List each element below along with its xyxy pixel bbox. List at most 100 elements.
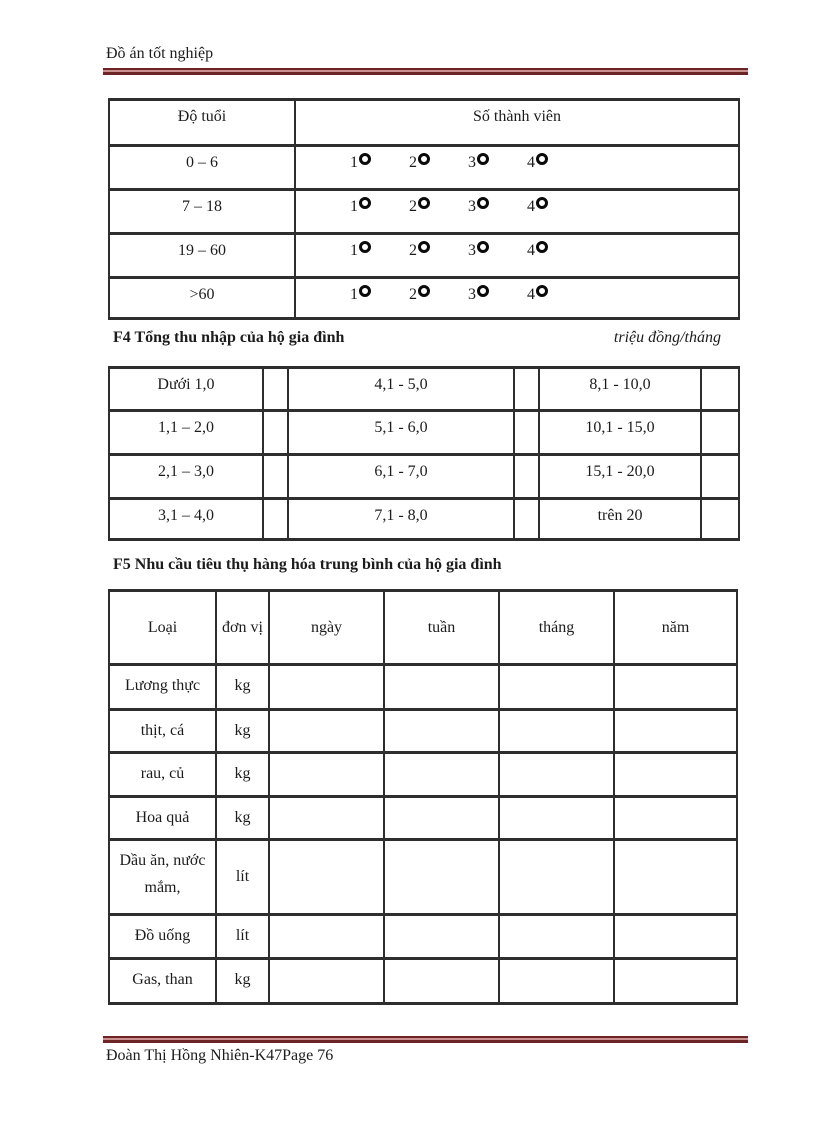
member-count-option-1[interactable]: 1 [350,153,371,173]
goods-type-label: Đồ uống [108,913,217,960]
day-value-cell[interactable] [268,795,385,841]
month-column-header: tháng [498,589,615,666]
member-count-option-2[interactable]: 2 [409,197,430,217]
week-value-cell[interactable] [383,957,500,1005]
income-range-label: 10,1 - 15,0 [538,409,702,456]
table-header-row: Độ tuổi Số thành viên [108,98,740,147]
radio-circle-icon [359,241,371,253]
member-count-option-3[interactable]: 3 [468,153,489,173]
member-count-option-4[interactable]: 4 [527,285,548,305]
member-count-cell: 1 2 3 4 [294,144,740,191]
option-number: 3 [468,198,476,215]
goods-type-label: rau, củ [108,751,217,798]
unit-label: kg [215,795,270,841]
week-value-cell[interactable] [383,838,500,916]
income-checkbox-cell[interactable] [262,453,289,500]
month-value-cell[interactable] [498,663,615,711]
option-number: 1 [350,198,358,215]
income-checkbox-cell[interactable] [513,409,540,456]
year-value-cell[interactable] [613,751,738,798]
month-value-cell[interactable] [498,957,615,1005]
member-count-option-1[interactable]: 1 [350,285,371,305]
month-value-cell[interactable] [498,795,615,841]
radio-circle-icon [536,241,548,253]
week-value-cell[interactable] [383,751,500,798]
f5-caption-row: F5 Nhu cầu tiêu thụ hàng hóa trung bình … [113,555,721,575]
age-range-label: 7 – 18 [108,188,296,235]
member-count-option-2[interactable]: 2 [409,153,430,173]
day-value-cell[interactable] [268,957,385,1005]
member-count-option-4[interactable]: 4 [527,241,548,261]
radio-circle-icon [536,197,548,209]
header-title: Đồ án tốt nghiệp [106,45,214,62]
income-checkbox-cell[interactable] [700,497,740,541]
goods-type-label: Gas, than [108,957,217,1005]
income-range-label: 3,1 – 4,0 [108,497,264,541]
option-number: 3 [468,286,476,303]
year-value-cell[interactable] [613,708,738,754]
year-value-cell[interactable] [613,663,738,711]
income-range-label: 7,1 - 8,0 [287,497,515,541]
income-range-label: trên 20 [538,497,702,541]
page-footer: Đoàn Thị Hồng Nhiên-K47Page 76 [103,1036,748,1066]
year-value-cell[interactable] [613,913,738,960]
month-value-cell[interactable] [498,838,615,916]
member-count-option-2[interactable]: 2 [409,285,430,305]
month-value-cell[interactable] [498,913,615,960]
radio-circle-icon [359,197,371,209]
year-value-cell[interactable] [613,838,738,916]
member-count-option-1[interactable]: 1 [350,241,371,261]
option-number: 2 [409,154,417,171]
week-value-cell[interactable] [383,795,500,841]
footer-divider [103,1036,748,1043]
income-range-label: 2,1 – 3,0 [108,453,264,500]
radio-circle-icon [359,153,371,165]
income-range-label: 6,1 - 7,0 [287,453,515,500]
member-count-option-4[interactable]: 4 [527,153,548,173]
table-row: Hoa quả kg [108,795,738,841]
member-count-option-2[interactable]: 2 [409,241,430,261]
goods-type-label: Hoa quả [108,795,217,841]
page-header: Đồ án tốt nghiệp [103,0,748,75]
income-checkbox-cell[interactable] [513,366,540,412]
month-value-cell[interactable] [498,751,615,798]
income-checkbox-cell[interactable] [700,453,740,500]
day-value-cell[interactable] [268,751,385,798]
member-count-option-3[interactable]: 3 [468,197,489,217]
unit-label: kg [215,663,270,711]
income-checkbox-cell[interactable] [262,497,289,541]
goods-type-label: thịt, cá [108,708,217,754]
day-value-cell[interactable] [268,708,385,754]
day-value-cell[interactable] [268,663,385,711]
week-value-cell[interactable] [383,663,500,711]
goods-type-label: Lương thực [108,663,217,711]
table-row: rau, củ kg [108,751,738,798]
table-row: 7 – 18 1 2 3 4 [108,188,740,235]
option-number: 2 [409,286,417,303]
day-value-cell[interactable] [268,913,385,960]
year-value-cell[interactable] [613,957,738,1005]
income-checkbox-cell[interactable] [700,409,740,456]
income-checkbox-cell[interactable] [700,366,740,412]
age-column-header: Độ tuổi [108,98,296,147]
table-row: 0 – 6 1 2 3 4 [108,144,740,191]
income-range-label: 8,1 - 10,0 [538,366,702,412]
age-range-label: 0 – 6 [108,144,296,191]
member-count-option-3[interactable]: 3 [468,285,489,305]
day-value-cell[interactable] [268,838,385,916]
f5-caption: F5 Nhu cầu tiêu thụ hàng hóa trung bình … [113,556,502,573]
member-count-option-4[interactable]: 4 [527,197,548,217]
day-column-header: ngày [268,589,385,666]
week-value-cell[interactable] [383,708,500,754]
radio-circle-icon [477,241,489,253]
member-count-option-1[interactable]: 1 [350,197,371,217]
income-checkbox-cell[interactable] [262,409,289,456]
week-value-cell[interactable] [383,913,500,960]
month-value-cell[interactable] [498,708,615,754]
income-checkbox-cell[interactable] [513,453,540,500]
income-checkbox-cell[interactable] [262,366,289,412]
member-count-option-3[interactable]: 3 [468,241,489,261]
year-value-cell[interactable] [613,795,738,841]
option-number: 1 [350,286,358,303]
income-checkbox-cell[interactable] [513,497,540,541]
